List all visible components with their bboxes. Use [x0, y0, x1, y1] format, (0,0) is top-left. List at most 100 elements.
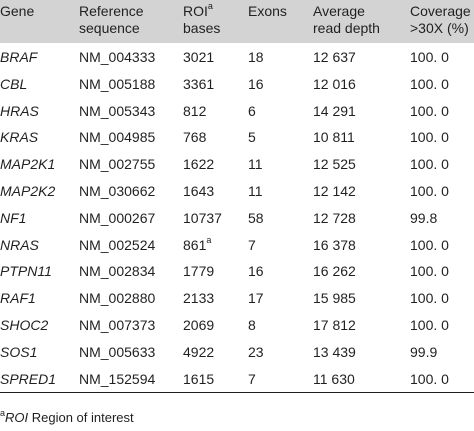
cell-average-read-depth: 14 291	[313, 102, 356, 119]
cell-reference-sequence: NM_004985	[79, 129, 156, 146]
cell-roi-bases: 2133	[183, 290, 214, 306]
header-average-read-depth: Average read depth	[313, 3, 380, 37]
cell-average-read-depth: 12 142	[313, 183, 356, 199]
cell-roi-value: 2133	[183, 290, 215, 307]
cell-gene: NRAS	[0, 236, 39, 253]
cell-roi-bases: 3361	[183, 76, 214, 92]
cell-exons: 18	[248, 49, 264, 65]
cell-reference-sequence: NM_005188	[79, 75, 156, 92]
cell-average-read-depth: 17 812	[313, 317, 356, 333]
header-roi-footnote-mark: a	[207, 1, 213, 12]
header-coverage-line2: >30X (%)	[410, 20, 469, 36]
cell-gene: RAF1	[0, 290, 36, 307]
cell-exons: 17	[248, 290, 264, 307]
header-roi-prefix: ROI	[183, 3, 208, 19]
cell-reference-sequence: NM_005633	[79, 343, 156, 360]
header-coverage: Coverage >30X (%)	[410, 3, 471, 37]
cell-gene: BRAF	[0, 49, 38, 65]
cell-average-read-depth: 12 016	[313, 75, 356, 92]
cell-exons: 6	[248, 102, 256, 119]
cell-coverage: 100. 0	[410, 290, 449, 307]
cell-average-read-depth: 12 728	[313, 209, 356, 226]
cell-gene: SPRED1	[0, 370, 57, 387]
cell-exons: 16	[248, 75, 264, 92]
cell-roi-bases: 10737	[183, 210, 222, 226]
header-exons-label: Exons	[248, 3, 287, 19]
cell-coverage: 100. 0	[410, 263, 449, 280]
cell-average-read-depth: 12 637	[313, 49, 356, 65]
cell-roi-value: 812	[183, 102, 207, 119]
cell-roi-value: 1615	[183, 370, 215, 387]
cell-roi-value: 2069	[183, 317, 215, 333]
cell-roi-value: 3021	[183, 49, 215, 65]
cell-reference-sequence: NM_007373	[79, 317, 156, 333]
cell-coverage: 100. 0	[410, 129, 449, 146]
header-exons: Exons	[248, 3, 287, 20]
cell-reference-sequence: NM_004333	[79, 49, 156, 65]
cell-reference-sequence: NM_152594	[79, 370, 156, 387]
cell-coverage: 100. 0	[410, 183, 449, 199]
cell-roi-value: 861	[183, 236, 207, 253]
cell-average-read-depth: 11 630	[313, 370, 355, 387]
cell-roi-bases: 4922	[183, 344, 214, 360]
header-coverage-line1: Coverage	[410, 3, 471, 19]
cell-average-read-depth: 16 378	[313, 236, 356, 253]
cell-coverage: 100. 0	[410, 102, 449, 119]
cell-exons: 16	[248, 263, 264, 280]
cell-roi-bases: 768	[183, 129, 206, 145]
cell-roi-bases: 861a	[183, 234, 212, 253]
cell-reference-sequence: NM_030662	[79, 183, 156, 199]
cell-average-read-depth: 13 439	[313, 343, 356, 360]
cell-roi-bases: 3021	[183, 49, 214, 65]
cell-gene: SOS1	[0, 343, 38, 360]
header-reference-line1: Reference	[79, 3, 144, 19]
header-gene-label: Gene	[0, 3, 35, 19]
cell-roi-value: 3361	[183, 75, 215, 92]
cell-exons: 8	[248, 317, 256, 333]
cell-roi-footnote-mark: a	[206, 234, 212, 245]
cell-roi-bases: 812	[183, 103, 206, 119]
header-depth-line1: Average	[313, 3, 365, 19]
cell-exons: 7	[248, 370, 256, 387]
header-roi-line1: ROIa	[183, 1, 220, 20]
cell-exons: 7	[248, 236, 256, 253]
table-bottom-rule	[0, 392, 474, 393]
cell-gene: CBL	[0, 75, 28, 92]
cell-coverage: 100. 0	[410, 370, 449, 387]
header-roi-line2: bases	[183, 20, 221, 36]
cell-reference-sequence: NM_002880	[79, 290, 156, 307]
header-reference-line2: sequence	[79, 20, 140, 36]
cell-coverage: 100. 0	[410, 236, 449, 253]
footnote-abbreviation: ROI	[5, 410, 29, 425]
cell-gene: HRAS	[0, 102, 39, 119]
footnote-text: Region of interest	[28, 410, 134, 425]
cell-roi-bases: 1779	[183, 263, 214, 279]
cell-roi-value: 4922	[183, 343, 215, 360]
header-roi-bases: ROIa bases	[183, 1, 221, 37]
cell-roi-value: 1622	[183, 156, 215, 173]
cell-exons: 11	[248, 156, 263, 173]
header-depth-line2: read depth	[313, 20, 380, 36]
cell-coverage: 99.9	[410, 343, 438, 360]
cell-average-read-depth: 15 985	[313, 290, 356, 307]
cell-exons: 23	[248, 343, 264, 360]
cell-reference-sequence: NM_005343	[79, 102, 156, 119]
cell-roi-value: 1779	[183, 263, 215, 280]
cell-gene: PTPN11	[0, 263, 52, 280]
cell-coverage: 100. 0	[410, 75, 449, 92]
cell-reference-sequence: NM_002524	[79, 236, 156, 253]
cell-gene: MAP2K1	[0, 156, 56, 173]
cell-roi-value: 10737	[183, 209, 222, 226]
footnote-mark: a	[0, 407, 6, 418]
cell-average-read-depth: 12 525	[313, 156, 356, 173]
cell-roi-value: 768	[183, 129, 207, 146]
cell-exons: 5	[248, 129, 256, 146]
cell-exons: 58	[248, 209, 264, 226]
cell-roi-bases: 2069	[183, 317, 214, 333]
cell-reference-sequence: NM_002834	[79, 263, 156, 280]
cell-roi-bases: 1622	[183, 156, 214, 172]
cell-gene: MAP2K2	[0, 183, 56, 199]
cell-gene: SHOC2	[0, 317, 49, 333]
header-reference-sequence: Reference sequence	[79, 3, 144, 37]
cell-roi-value: 1643	[183, 183, 215, 199]
